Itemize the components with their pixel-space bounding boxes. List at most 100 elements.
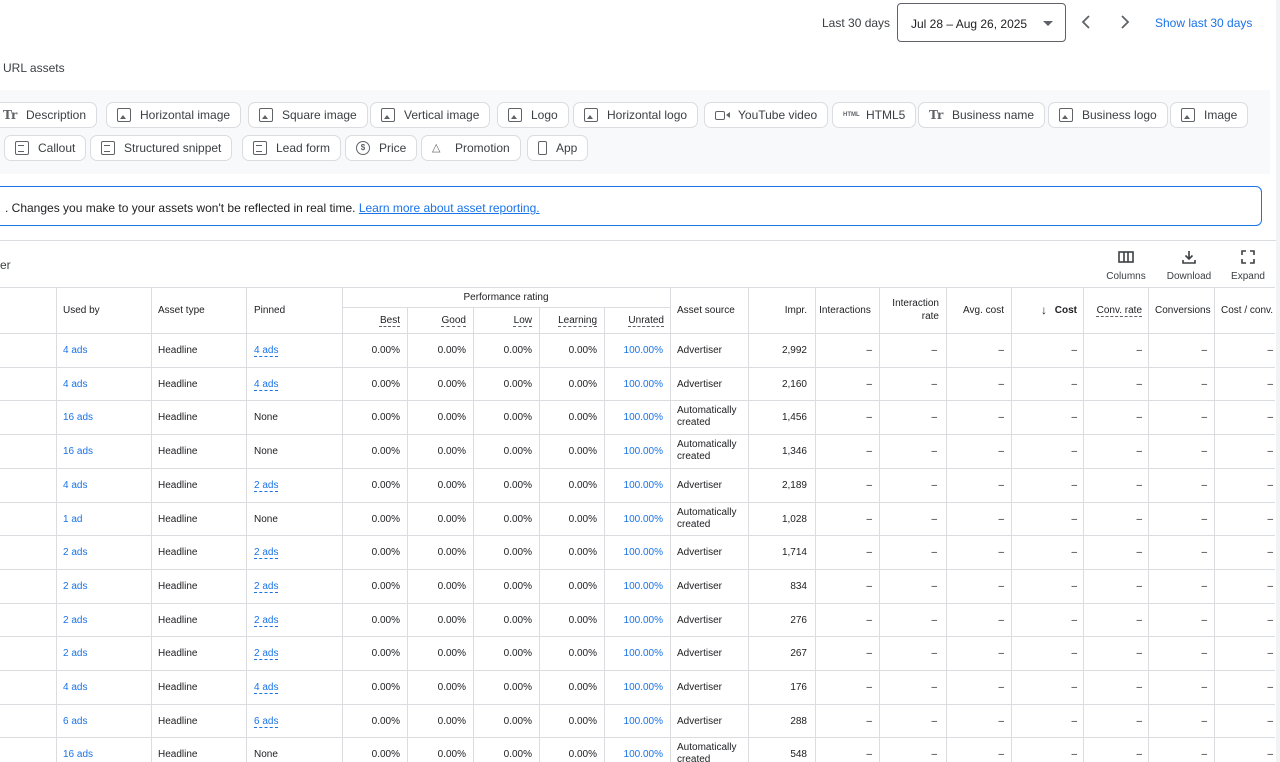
- header-conv-rate[interactable]: Conv. rate: [1096, 305, 1142, 316]
- pinned-link[interactable]: 2 ads: [254, 648, 279, 660]
- chip-business-name[interactable]: Tr Business name: [918, 102, 1046, 128]
- unrated-link[interactable]: 100.00%: [623, 749, 663, 761]
- unrated-link[interactable]: 100.00%: [623, 682, 663, 693]
- interaction-rate-cell: –: [931, 547, 937, 559]
- unrated-link[interactable]: 100.00%: [623, 513, 663, 525]
- chip-square-image[interactable]: Square image: [248, 102, 368, 128]
- chip-lead-form[interactable]: Lead form: [242, 135, 342, 161]
- chip-price[interactable]: $ Price: [345, 135, 418, 161]
- learn-more-link[interactable]: Learn more about asset reporting.: [358, 201, 540, 215]
- best-cell: 0.00%: [371, 614, 400, 626]
- header-asset-source[interactable]: Asset source: [677, 305, 735, 316]
- used-by-link[interactable]: 4 ads: [63, 479, 88, 491]
- cost-cell: –: [1071, 749, 1077, 761]
- header-conversions[interactable]: Conversions: [1155, 305, 1211, 316]
- unrated-link[interactable]: 100.00%: [623, 446, 663, 458]
- cost-cell: –: [1071, 682, 1077, 693]
- header-asset-type[interactable]: Asset type: [158, 305, 205, 316]
- used-by-link[interactable]: 4 ads: [63, 378, 88, 390]
- unrated-link[interactable]: 100.00%: [623, 412, 663, 424]
- unrated-link[interactable]: 100.00%: [623, 345, 663, 356]
- header-unrated[interactable]: Unrated: [628, 315, 664, 326]
- expand-button[interactable]: Expand: [1220, 247, 1276, 287]
- chip-vertical-image[interactable]: Vertical image: [370, 102, 491, 128]
- chip-image[interactable]: Image: [1170, 102, 1249, 128]
- cost-per-conv-cell: –: [1267, 412, 1273, 424]
- pinned-link[interactable]: 2 ads: [254, 479, 279, 491]
- header-bottom-border: [0, 333, 1275, 334]
- header-avg-cost[interactable]: Avg. cost: [963, 305, 1004, 316]
- asset-type-cell: Headline: [158, 513, 198, 525]
- row-divider: [0, 366, 1275, 368]
- header-used-by[interactable]: Used by: [63, 305, 100, 316]
- used-by-link[interactable]: 2 ads: [63, 580, 88, 592]
- used-by-link[interactable]: 6 ads: [63, 715, 88, 727]
- pinned-link[interactable]: 2 ads: [254, 614, 279, 626]
- previous-period-button[interactable]: [1077, 12, 1095, 32]
- chip-app[interactable]: App: [527, 135, 589, 161]
- conv-rate-cell: –: [1136, 682, 1142, 693]
- header-learning[interactable]: Learning: [558, 315, 597, 326]
- interactions-cell: –: [866, 580, 872, 592]
- chip-logo[interactable]: Logo: [497, 102, 569, 128]
- chip-youtube-video[interactable]: YouTube video: [704, 102, 829, 128]
- header-low[interactable]: Low: [513, 315, 532, 326]
- low-cell: 0.00%: [503, 446, 532, 458]
- pinned-link[interactable]: 2 ads: [254, 547, 279, 559]
- pinned-link[interactable]: 4 ads: [254, 378, 279, 390]
- used-by-link[interactable]: 16 ads: [63, 749, 94, 761]
- unrated-link[interactable]: 100.00%: [623, 614, 663, 626]
- chip-label: App: [556, 141, 578, 155]
- header-pinned[interactable]: Pinned: [254, 305, 286, 316]
- interaction-rate-cell: –: [931, 345, 937, 356]
- header-impr[interactable]: Impr.: [784, 305, 807, 316]
- download-button[interactable]: Download: [1161, 247, 1217, 287]
- next-period-button[interactable]: [1116, 12, 1134, 32]
- used-by-link[interactable]: 2 ads: [63, 614, 88, 626]
- date-range-select[interactable]: Jul 28 – Aug 26, 2025: [897, 3, 1066, 42]
- chevron-left-icon: [1081, 15, 1090, 29]
- asset-source-cell: Advertiser: [677, 378, 723, 390]
- used-by-link[interactable]: 16 ads: [63, 412, 94, 424]
- used-by-link[interactable]: 4 ads: [63, 682, 88, 693]
- pinned-link[interactable]: 6 ads: [254, 715, 279, 727]
- pinned-link[interactable]: 4 ads: [254, 682, 279, 693]
- header-interactions[interactable]: Interactions: [819, 305, 871, 316]
- chip-promotion[interactable]: △ Promotion: [421, 135, 521, 161]
- chip-business-logo[interactable]: Business logo: [1048, 102, 1168, 128]
- conv-rate-cell: –: [1136, 345, 1142, 356]
- unrated-link[interactable]: 100.00%: [623, 580, 663, 592]
- unrated-link[interactable]: 100.00%: [623, 715, 663, 727]
- chip-html5[interactable]: HTML HTML5: [832, 102, 917, 128]
- unrated-link[interactable]: 100.00%: [623, 547, 663, 559]
- used-by-link[interactable]: 1 ad: [63, 513, 83, 525]
- scrollbar[interactable]: [1276, 0, 1280, 762]
- interaction-rate-cell: –: [931, 648, 937, 660]
- used-by-link[interactable]: 2 ads: [63, 648, 88, 660]
- chip-horizontal-logo[interactable]: Horizontal logo: [573, 102, 699, 128]
- used-by-link[interactable]: 2 ads: [63, 547, 88, 559]
- used-by-link[interactable]: 16 ads: [63, 446, 94, 458]
- banner-text: . Changes you make to your assets won't …: [5, 201, 356, 215]
- used-by-link[interactable]: 4 ads: [63, 345, 88, 356]
- header-best[interactable]: Best: [379, 315, 400, 326]
- chip-description[interactable]: Tr Description: [0, 102, 98, 128]
- learning-cell: 0.00%: [568, 412, 597, 424]
- header-cost[interactable]: Cost: [1054, 305, 1077, 316]
- header-good[interactable]: Good: [441, 315, 466, 326]
- unrated-link[interactable]: 100.00%: [623, 378, 663, 390]
- unrated-link[interactable]: 100.00%: [623, 479, 663, 491]
- pinned-link[interactable]: 4 ads: [254, 345, 279, 356]
- unrated-link[interactable]: 100.00%: [623, 648, 663, 660]
- learning-cell: 0.00%: [568, 547, 597, 559]
- avg-cost-cell: –: [998, 479, 1004, 491]
- columns-button[interactable]: Columns: [1098, 247, 1154, 287]
- chip-callout[interactable]: Callout: [4, 135, 87, 161]
- chip-structured-snippet[interactable]: Structured snippet: [90, 135, 233, 161]
- dropdown-caret-icon: [1043, 21, 1053, 26]
- show-last-30-days-link[interactable]: Show last 30 days: [1155, 16, 1253, 30]
- header-cost-per-conv[interactable]: Cost / conv.: [1221, 305, 1274, 316]
- header-interaction-rate[interactable]: Interaction rate: [892, 298, 939, 322]
- chip-horizontal-image[interactable]: Horizontal image: [106, 102, 242, 128]
- pinned-link[interactable]: 2 ads: [254, 580, 279, 592]
